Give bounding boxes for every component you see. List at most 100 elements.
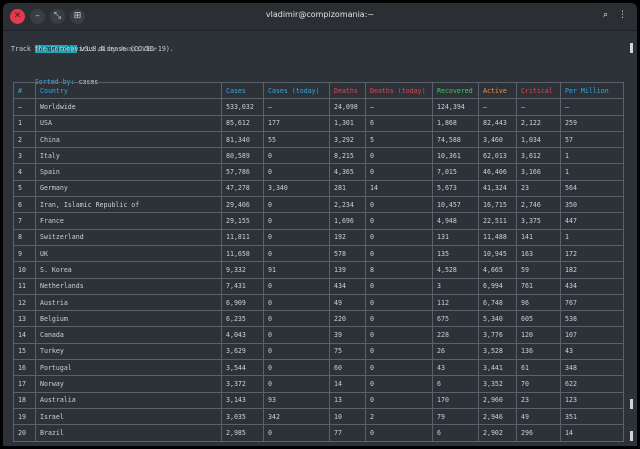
table-cell: 49 xyxy=(516,407,561,426)
search-icon[interactable]: ⌕ xyxy=(602,10,608,20)
table-cell: 0 xyxy=(263,244,330,263)
table-cell: 55 xyxy=(263,130,330,149)
table-row: 15 Turkey 3,629 0 75 0 26 3,528 136 43 xyxy=(13,342,624,361)
table-cell: 124,394 xyxy=(432,98,479,116)
column-header: Cases (today) xyxy=(263,81,330,100)
table-cell: 0 xyxy=(365,196,433,214)
table-cell: — xyxy=(516,98,561,116)
table-cell: 2,985 xyxy=(221,424,264,442)
close-icon[interactable]: ✕ xyxy=(10,9,25,24)
table-cell: 6,994 xyxy=(478,277,517,295)
table-cell: 2,234 xyxy=(329,196,366,214)
table-cell: Israel xyxy=(35,407,222,426)
table-cell: 3,544 xyxy=(221,359,264,377)
table-cell: 0 xyxy=(365,342,433,361)
table-cell: UK xyxy=(35,244,222,263)
table-cell: Brazil xyxy=(35,424,222,442)
table-cell: 564 xyxy=(560,179,624,198)
table-cell: 96 xyxy=(516,293,561,312)
table-cell: 6,748 xyxy=(478,293,517,312)
table-cell: 120 xyxy=(516,326,561,344)
table-cell: 170 xyxy=(432,391,479,409)
table-cell: 24,098 xyxy=(329,98,366,116)
table-cell: 16 xyxy=(13,359,36,377)
table-cell: 16,715 xyxy=(478,196,517,214)
table-cell: 0 xyxy=(365,293,433,312)
table-cell: 0 xyxy=(365,212,433,230)
table-cell: 0 xyxy=(263,326,330,344)
table-cell: 85,612 xyxy=(221,114,264,132)
table-cell: 14 xyxy=(13,326,36,344)
table-cell: 3,372 xyxy=(221,375,264,393)
table-cell: 136 xyxy=(516,342,561,361)
table-cell: 43 xyxy=(432,359,479,377)
table-cell: S. Korea xyxy=(35,261,222,279)
table-cell: 434 xyxy=(560,277,624,295)
table-cell: 1,034 xyxy=(516,130,561,149)
table-cell: 0 xyxy=(365,277,433,295)
table-cell: 2 xyxy=(13,130,36,149)
table-cell: 14 xyxy=(365,179,433,198)
table-row: 17 Norway 3,372 0 14 0 6 3,352 70 622 xyxy=(13,375,624,393)
table-cell: 61 xyxy=(516,359,561,377)
table-row: 14 Canada 4,043 0 39 0 228 3,776 120 107 xyxy=(13,326,624,344)
table-cell: 0 xyxy=(365,359,433,377)
table-cell: 220 xyxy=(329,310,366,328)
table-cell: Portugal xyxy=(35,359,222,377)
table-cell: 74,588 xyxy=(432,130,479,149)
terminal-content[interactable]: corona-cli v3.8.4 by Awais.dev Track the… xyxy=(3,31,637,446)
table-cell: Germany xyxy=(35,179,222,198)
table-cell: 3,035 xyxy=(221,407,264,426)
table-cell: 2,746 xyxy=(516,196,561,214)
table-cell: USA xyxy=(35,114,222,132)
table-cell: 259 xyxy=(560,114,624,132)
table-cell: 182 xyxy=(560,261,624,279)
table-cell: 350 xyxy=(560,196,624,214)
table-row: 16 Portugal 3,544 0 60 0 43 3,441 61 348 xyxy=(13,359,624,377)
table-cell: 29,406 xyxy=(221,196,264,214)
table-cell: 13 xyxy=(13,310,36,328)
scroll-marker[interactable] xyxy=(630,399,633,409)
table-row: 7 France 29,155 0 1,696 0 4,948 22,511 3,375 447 xyxy=(13,212,624,230)
table-cell: 11,488 xyxy=(478,228,517,246)
table-row: 8 Switzerland 11,811 0 192 0 131 11,488 141 1 xyxy=(13,228,624,246)
tagline: Track the Coronavirus disease (COVID-19)… xyxy=(11,45,174,53)
table-cell: 0 xyxy=(263,163,330,181)
table-cell: 177 xyxy=(263,114,330,132)
restore-icon[interactable]: ⤡ xyxy=(50,9,65,24)
table-cell: Belgium xyxy=(35,310,222,328)
table-cell: — xyxy=(13,98,36,116)
table-cell: 0 xyxy=(365,163,433,181)
table-cell: 6 xyxy=(13,196,36,214)
table-cell: 139 xyxy=(329,261,366,279)
table-cell: 3,441 xyxy=(478,359,517,377)
table-cell: 0 xyxy=(263,212,330,230)
table-cell: 192 xyxy=(329,228,366,246)
table-cell: 1 xyxy=(13,114,36,132)
table-cell: 2,902 xyxy=(478,424,517,442)
minimize-icon[interactable]: – xyxy=(30,9,45,24)
table-cell: 7,431 xyxy=(221,277,264,295)
scroll-marker[interactable] xyxy=(630,431,633,441)
table-cell: 605 xyxy=(516,310,561,328)
table-cell: 22,511 xyxy=(478,212,517,230)
table-row: 5 Germany 47,278 3,340 281 14 5,673 41,324 23 564 xyxy=(13,179,624,198)
new-tab-icon[interactable]: ⊞ xyxy=(70,9,85,24)
table-cell: Netherlands xyxy=(35,277,222,295)
table-cell: 1 xyxy=(560,147,624,165)
table-cell: 0 xyxy=(365,326,433,344)
table-cell: Iran, Islamic Republic of xyxy=(35,196,222,214)
scroll-marker[interactable] xyxy=(630,43,633,53)
menu-icon[interactable]: ⋮ xyxy=(618,10,627,20)
table-cell: 8 xyxy=(365,261,433,279)
table-cell: 3,375 xyxy=(516,212,561,230)
table-cell: 281 xyxy=(329,179,366,198)
window-title: vladimir@compizomania:~ xyxy=(265,10,375,19)
app-badge: corona-cli xyxy=(34,45,77,53)
table-cell: 79 xyxy=(432,407,479,426)
table-cell: Italy xyxy=(35,147,222,165)
table-cell: 4,365 xyxy=(329,163,366,181)
table-cell: 4,528 xyxy=(432,261,479,279)
table-cell: 2,122 xyxy=(516,114,561,132)
column-header: Country xyxy=(35,81,222,100)
